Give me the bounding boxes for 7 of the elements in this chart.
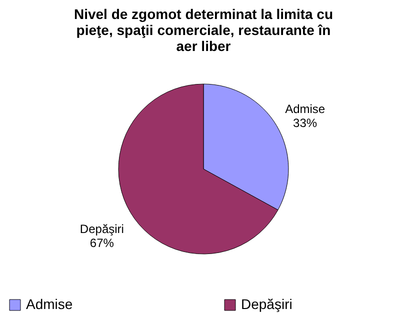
legend-label: Depăşiri (241, 296, 292, 312)
slice-label: Admise (285, 102, 326, 116)
legend-label: Admise (26, 296, 73, 312)
chart-title: Nivel de zgomot determinat la limita cu pieţe, spaţii comerciale, restaurante în aer liber (74, 6, 334, 54)
data-label: 67% (90, 236, 114, 250)
data-label: 33% (293, 116, 318, 130)
slice-label: Depăşiri (80, 222, 124, 236)
